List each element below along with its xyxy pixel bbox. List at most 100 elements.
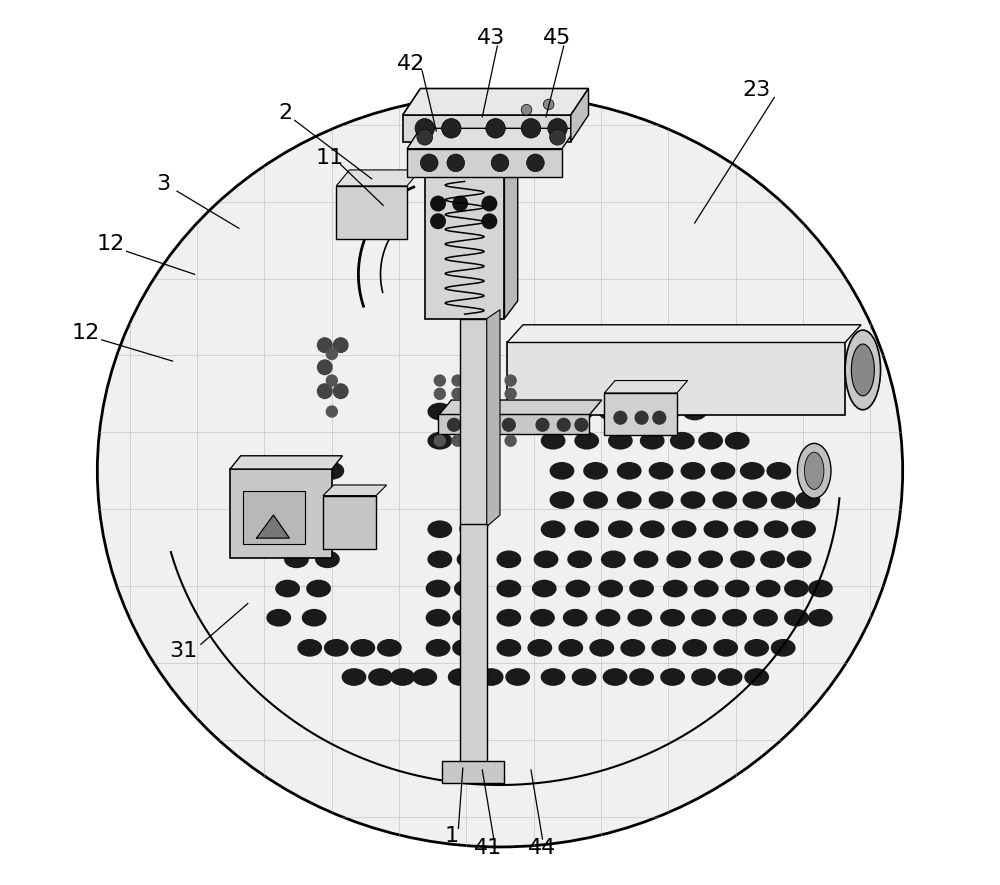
Ellipse shape: [496, 639, 521, 657]
Ellipse shape: [603, 668, 627, 686]
Ellipse shape: [796, 491, 820, 509]
Ellipse shape: [634, 550, 658, 568]
Ellipse shape: [390, 668, 415, 686]
Ellipse shape: [694, 580, 719, 597]
Circle shape: [317, 337, 333, 353]
Circle shape: [466, 418, 481, 432]
Ellipse shape: [851, 344, 874, 396]
Ellipse shape: [565, 580, 590, 597]
Ellipse shape: [324, 520, 349, 538]
Ellipse shape: [691, 609, 716, 627]
Ellipse shape: [567, 550, 592, 568]
Ellipse shape: [771, 491, 796, 509]
Bar: [442, 761, 504, 783]
Circle shape: [317, 359, 333, 375]
Ellipse shape: [808, 580, 833, 597]
Polygon shape: [336, 170, 420, 186]
Ellipse shape: [660, 609, 685, 627]
Ellipse shape: [627, 403, 652, 420]
Circle shape: [333, 383, 349, 399]
Ellipse shape: [756, 580, 781, 597]
Ellipse shape: [797, 443, 831, 498]
Circle shape: [469, 374, 481, 387]
Circle shape: [491, 154, 509, 172]
Ellipse shape: [457, 550, 481, 568]
Ellipse shape: [297, 639, 322, 657]
Ellipse shape: [448, 668, 473, 686]
Ellipse shape: [649, 491, 673, 509]
Ellipse shape: [459, 520, 484, 538]
Bar: [604, 393, 677, 435]
Ellipse shape: [740, 462, 765, 480]
Text: 1: 1: [444, 827, 458, 846]
Circle shape: [652, 411, 666, 425]
Circle shape: [504, 435, 517, 447]
Circle shape: [430, 213, 446, 229]
Ellipse shape: [617, 462, 642, 480]
Ellipse shape: [730, 550, 755, 568]
Circle shape: [452, 196, 468, 212]
Ellipse shape: [589, 639, 614, 657]
Ellipse shape: [663, 580, 688, 597]
Text: 41: 41: [474, 838, 503, 858]
Text: 43: 43: [477, 28, 505, 48]
Circle shape: [504, 374, 517, 387]
Circle shape: [417, 129, 433, 145]
Polygon shape: [425, 177, 504, 319]
Ellipse shape: [426, 580, 450, 597]
Ellipse shape: [558, 639, 583, 657]
Ellipse shape: [691, 668, 716, 686]
Ellipse shape: [787, 550, 812, 568]
Polygon shape: [604, 381, 688, 393]
Ellipse shape: [682, 639, 707, 657]
Polygon shape: [504, 159, 518, 319]
Polygon shape: [571, 88, 588, 142]
Ellipse shape: [711, 462, 735, 480]
Ellipse shape: [771, 639, 796, 657]
Ellipse shape: [791, 520, 816, 538]
Text: 31: 31: [169, 642, 197, 661]
Ellipse shape: [306, 580, 331, 597]
Ellipse shape: [742, 491, 767, 509]
Ellipse shape: [760, 550, 785, 568]
Ellipse shape: [563, 609, 588, 627]
Bar: [243, 491, 305, 544]
Ellipse shape: [426, 639, 450, 657]
Ellipse shape: [651, 639, 676, 657]
Ellipse shape: [337, 491, 362, 509]
Ellipse shape: [427, 550, 452, 568]
Ellipse shape: [660, 668, 685, 686]
Ellipse shape: [725, 580, 750, 597]
Polygon shape: [403, 88, 588, 115]
Ellipse shape: [427, 432, 452, 450]
Ellipse shape: [569, 403, 594, 420]
Bar: [438, 414, 588, 434]
Polygon shape: [507, 325, 861, 342]
Polygon shape: [407, 149, 562, 177]
Text: 2: 2: [279, 104, 293, 123]
Ellipse shape: [620, 639, 645, 657]
Ellipse shape: [617, 491, 642, 509]
Circle shape: [317, 383, 333, 399]
Circle shape: [543, 99, 554, 110]
Ellipse shape: [753, 609, 778, 627]
Ellipse shape: [541, 403, 565, 420]
Ellipse shape: [302, 609, 327, 627]
Text: 23: 23: [743, 81, 771, 100]
Ellipse shape: [342, 668, 366, 686]
Circle shape: [447, 154, 465, 172]
Circle shape: [326, 374, 338, 387]
Ellipse shape: [784, 580, 809, 597]
Ellipse shape: [808, 609, 833, 627]
Ellipse shape: [734, 520, 758, 538]
Circle shape: [521, 104, 532, 115]
Circle shape: [442, 119, 461, 138]
Polygon shape: [336, 186, 407, 239]
Ellipse shape: [666, 550, 691, 568]
Circle shape: [415, 119, 435, 138]
Ellipse shape: [412, 668, 437, 686]
Circle shape: [504, 388, 517, 400]
Ellipse shape: [532, 580, 557, 597]
Circle shape: [635, 411, 649, 425]
Ellipse shape: [718, 668, 742, 686]
